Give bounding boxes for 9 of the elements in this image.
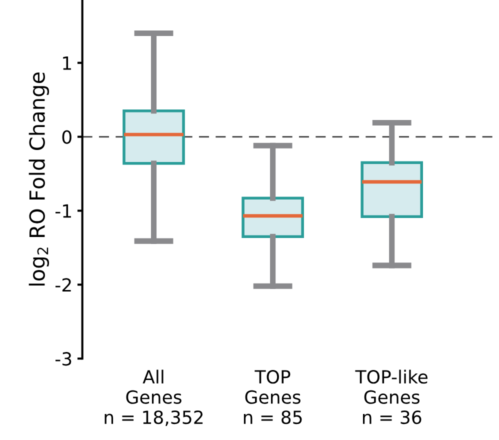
x-tick-label: TOP Genes n = 85	[244, 370, 302, 424]
y-tick-label: 1	[63, 56, 71, 70]
x-tick-label: TOP-like Genes n = 36	[355, 370, 428, 424]
y-tick-label: -1	[55, 204, 71, 218]
y-tick-label: -2	[55, 278, 71, 292]
y-tick-label: 0	[62, 130, 72, 144]
y-tick-label: -3	[55, 352, 72, 366]
y-axis-title: log$_{2}$ RO Fold Change	[28, 72, 50, 286]
x-tick-label: All Genes n = 18,352	[104, 370, 203, 426]
